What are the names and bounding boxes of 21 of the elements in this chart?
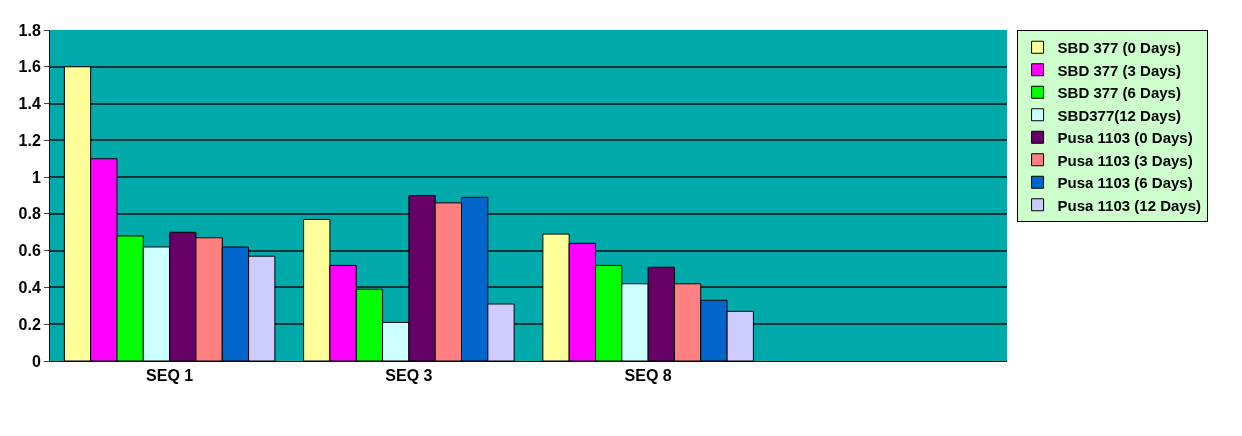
y-tick-label: 0.4 — [18, 279, 41, 297]
legend-label: Pusa 1103 (0 Days) — [1057, 129, 1193, 147]
legend-label: Pusa 1103 (3 Days) — [1057, 151, 1193, 169]
x-tick-label: SEQ 8 — [624, 367, 672, 385]
legend-label: SBD 377 (0 Days) — [1057, 39, 1181, 57]
y-tick-label: 1.2 — [18, 131, 41, 149]
y-tick-label: 0.6 — [18, 242, 41, 260]
legend-label: Pusa 1103 (6 Days) — [1057, 174, 1193, 192]
legend-label: SBD377(12 Days) — [1057, 106, 1181, 124]
y-tick-label: 1.6 — [18, 58, 41, 76]
legend-label: Pusa 1103 (12 Days) — [1057, 196, 1202, 214]
y-tick-label: 0.2 — [18, 315, 41, 333]
x-tick-label: SEQ 3 — [385, 367, 433, 385]
y-tick-label: 1.4 — [18, 95, 41, 113]
y-tick-label: 0.8 — [18, 205, 41, 223]
y-tick-label: 1.8 — [18, 21, 41, 39]
legend-label: SBD 377 (6 Days) — [1057, 84, 1181, 102]
legend-label: SBD 377 (3 Days) — [1057, 61, 1181, 79]
y-tick-label: 0 — [31, 352, 41, 370]
x-tick-label: SEQ 1 — [146, 367, 194, 385]
y-tick-label: 1 — [31, 168, 41, 186]
